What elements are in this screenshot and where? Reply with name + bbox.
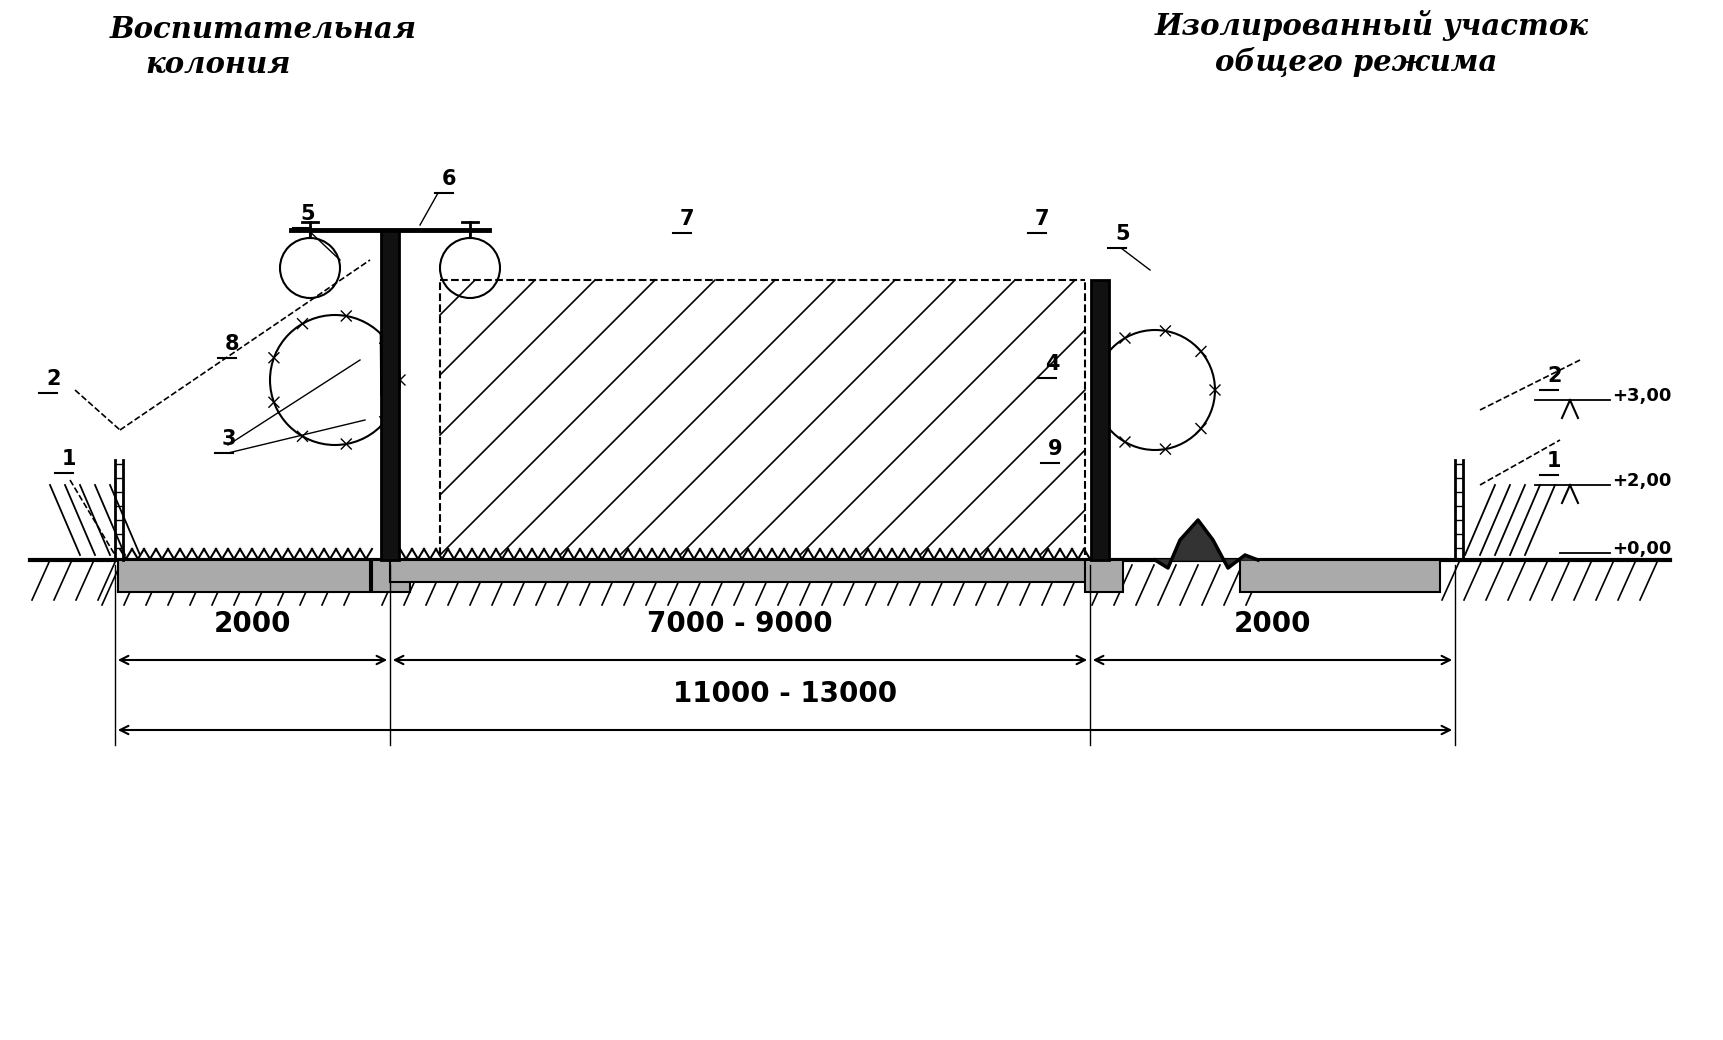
Bar — [117, 560, 370, 592]
Bar — [381, 230, 400, 560]
Text: 2000: 2000 — [214, 610, 291, 638]
Text: 7: 7 — [1036, 209, 1049, 229]
Text: 5: 5 — [1115, 224, 1130, 244]
Bar — [1085, 560, 1123, 592]
Text: 8: 8 — [226, 334, 239, 354]
Text: 2: 2 — [47, 369, 60, 389]
Text: +2,00: +2,00 — [1613, 472, 1671, 490]
Text: 3: 3 — [222, 428, 236, 449]
Text: колония: колония — [145, 50, 291, 79]
Text: 1: 1 — [62, 449, 76, 469]
Bar — [372, 560, 410, 592]
Text: Воспитательная: Воспитательная — [110, 15, 417, 44]
Polygon shape — [1154, 520, 1258, 568]
Text: 2: 2 — [1547, 366, 1561, 386]
Text: 11000 - 13000: 11000 - 13000 — [674, 680, 898, 708]
Text: 1: 1 — [1547, 451, 1561, 471]
Text: Изолированный участок: Изолированный участок — [1154, 10, 1589, 41]
Text: +0,00: +0,00 — [1613, 540, 1671, 558]
Text: +3,00: +3,00 — [1613, 387, 1671, 405]
Text: 6: 6 — [443, 168, 457, 189]
Text: 4: 4 — [1046, 354, 1060, 374]
Text: 2000: 2000 — [1234, 610, 1311, 638]
Text: 7000 - 9000: 7000 - 9000 — [648, 610, 832, 638]
Bar — [1241, 560, 1440, 592]
Text: общего режима: общего режима — [1215, 47, 1497, 77]
Text: 7: 7 — [681, 209, 694, 229]
Text: 5: 5 — [300, 204, 315, 224]
Bar — [1091, 280, 1110, 560]
Text: 9: 9 — [1048, 439, 1063, 459]
Bar — [389, 560, 1087, 582]
